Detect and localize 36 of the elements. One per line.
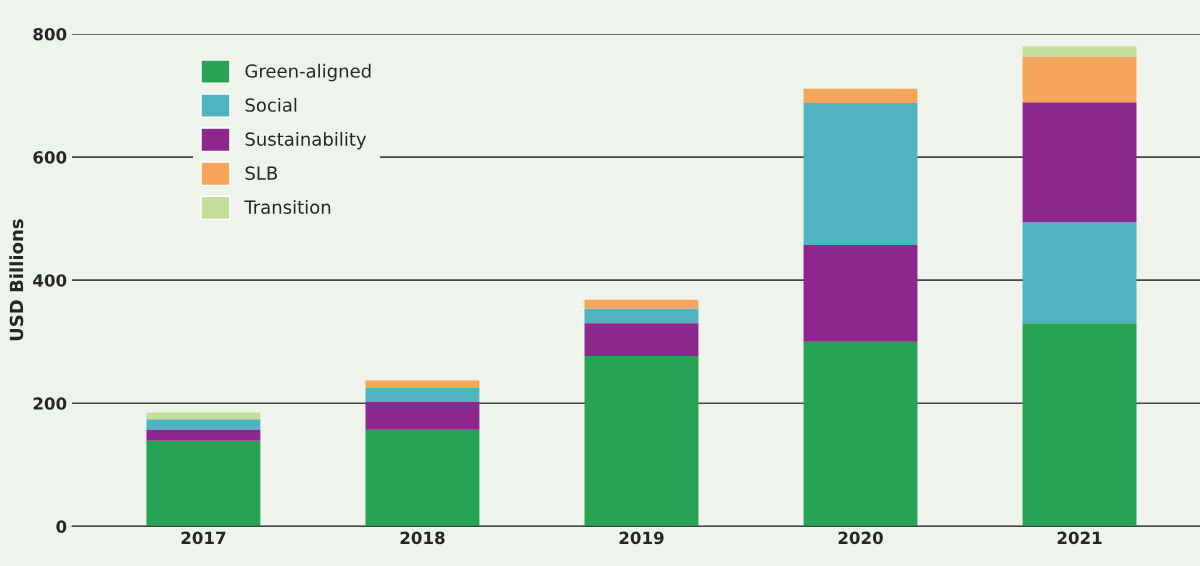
bar: [365, 380, 480, 388]
legend-label: Sustainability: [245, 131, 367, 150]
bar: [146, 440, 261, 527]
x-tick-label: 2021: [1057, 531, 1102, 545]
legend-label: Transition: [244, 199, 331, 214]
bar: [803, 341, 918, 527]
legend-label: SLB: [245, 166, 278, 180]
y-tick-label: 0: [56, 520, 67, 533]
x-tick-label: 2020: [838, 531, 883, 545]
y-axis-title: USD Billions: [9, 219, 24, 341]
bar: [1022, 102, 1137, 223]
bar: [146, 429, 261, 441]
bar: [584, 355, 699, 527]
bar: [365, 402, 480, 430]
bar: [803, 102, 918, 246]
bar: [803, 245, 918, 342]
x-tick-label: 2017: [181, 531, 226, 545]
bar: [584, 308, 699, 324]
bar: [803, 88, 918, 103]
bar: [365, 429, 480, 527]
bar: [146, 419, 261, 430]
bar: [584, 323, 699, 356]
y-tick-label: 400: [33, 274, 67, 287]
bar: [365, 387, 480, 403]
bar: [1022, 56, 1137, 103]
bar: [1022, 222, 1137, 324]
legend-label: Social: [245, 97, 297, 112]
y-tick-label: 800: [33, 27, 67, 41]
y-tick-label: 200: [33, 397, 67, 410]
bar: [1022, 46, 1137, 57]
bar: [1022, 323, 1137, 527]
x-tick-label: 2018: [400, 531, 445, 545]
y-tick-label: 600: [33, 151, 67, 164]
x-tick-label: 2019: [619, 531, 664, 545]
bar: [584, 299, 699, 309]
legend-label: Green-aligned: [245, 63, 371, 82]
